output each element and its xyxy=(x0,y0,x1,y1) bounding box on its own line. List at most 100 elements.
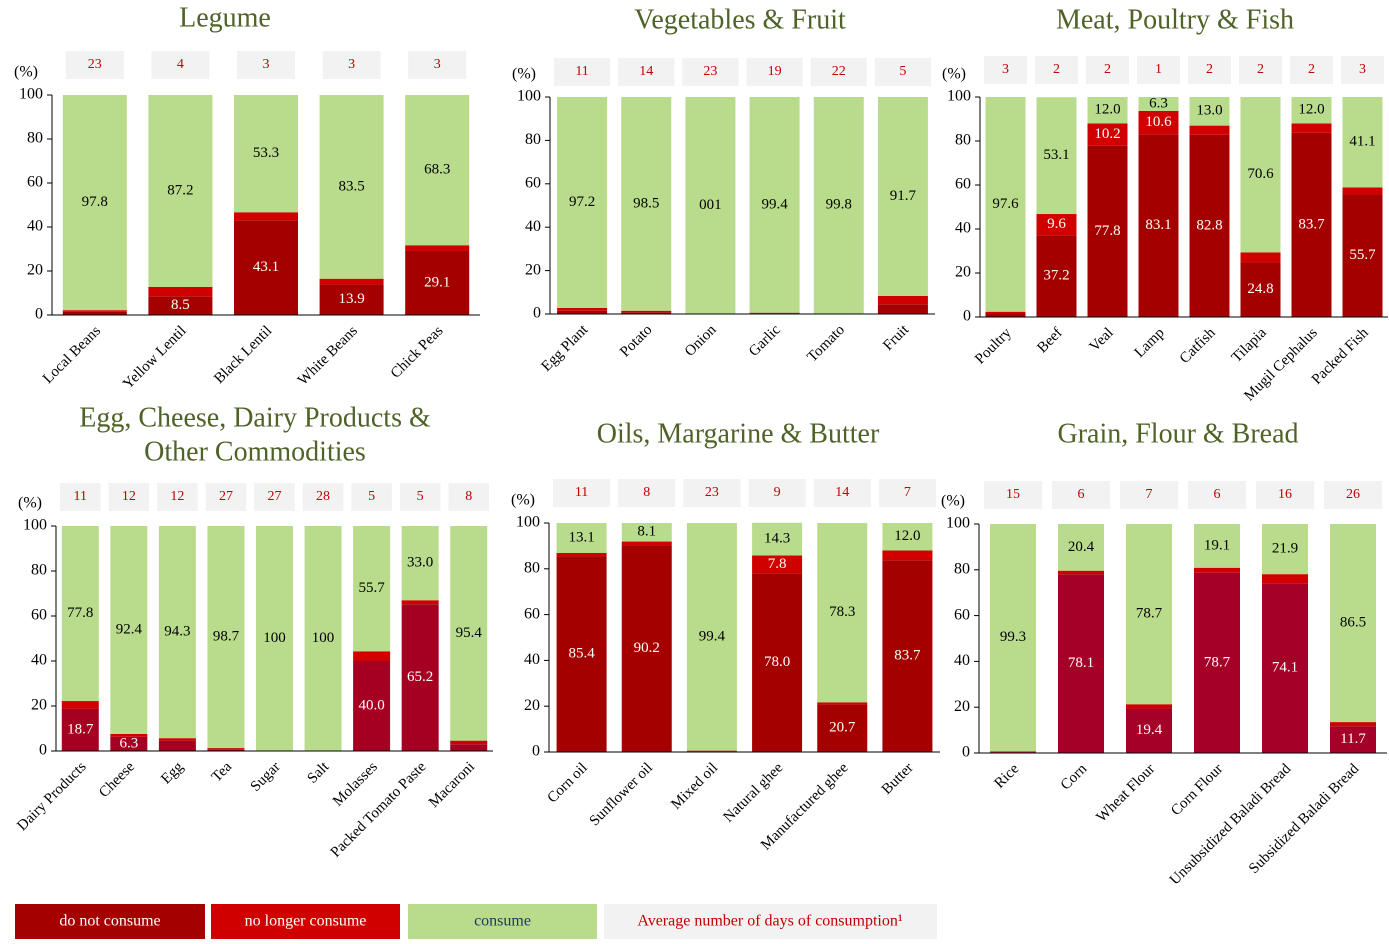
x-tick-label: Poultry xyxy=(972,325,1015,368)
y-tick-label: 20 xyxy=(954,698,970,715)
y-tick-label: 60 xyxy=(954,606,970,623)
bar-segment xyxy=(159,738,196,741)
data-label: 19.1 xyxy=(1204,537,1230,553)
data-label: 43.1 xyxy=(253,259,279,275)
y-tick-label: 0 xyxy=(963,308,971,325)
y-tick-label: 80 xyxy=(954,560,970,577)
x-tick-label: Tomato xyxy=(804,322,848,366)
x-tick-label: Beef xyxy=(1034,325,1065,356)
data-label: 65.2 xyxy=(407,669,433,685)
days-value: 19 xyxy=(768,64,782,79)
data-label: 37.2 xyxy=(1043,268,1069,284)
data-label: 55.7 xyxy=(1349,247,1376,263)
data-label: 41.1 xyxy=(1349,134,1375,150)
data-label: 99.4 xyxy=(699,628,726,644)
bar-segment xyxy=(986,312,1026,314)
days-value: 11 xyxy=(575,64,588,79)
data-label: 82.8 xyxy=(1196,217,1222,233)
data-label: 83.7 xyxy=(1298,216,1325,232)
x-tick-label: Garlic xyxy=(746,322,784,360)
data-label: 9.6 xyxy=(1047,216,1066,232)
data-label: 53.1 xyxy=(1043,147,1069,163)
legend-label: do not consume xyxy=(59,913,160,930)
x-tick-label: Local Beans xyxy=(40,323,104,387)
data-label: 78.7 xyxy=(1136,606,1163,622)
data-label: 97.6 xyxy=(992,196,1019,212)
bar-segment xyxy=(1126,704,1172,708)
bar-segment xyxy=(990,751,1036,752)
days-value: 7 xyxy=(904,485,911,500)
data-label: 19.4 xyxy=(1136,722,1163,738)
y-tick-label: 100 xyxy=(19,86,43,103)
x-tick-label: Packed Tomato Paste xyxy=(328,759,430,861)
x-tick-label: Wheat Flour xyxy=(1094,761,1159,826)
data-label: 12.0 xyxy=(894,528,920,544)
x-tick-label: Catfish xyxy=(1177,325,1219,367)
data-label: 11.7 xyxy=(1340,731,1366,747)
x-tick-label: Unsubsidized Baladi Bread xyxy=(1167,761,1295,889)
bar-segment xyxy=(450,741,487,745)
bar-segment xyxy=(405,245,469,251)
data-label: 13.1 xyxy=(568,529,594,545)
y-tick-label: 100 xyxy=(23,517,47,534)
chart-title: Grain, Flour & Bread xyxy=(1057,418,1298,449)
data-label: 10.2 xyxy=(1094,126,1120,142)
data-label: 99.4 xyxy=(761,196,788,212)
x-tick-label: Fruit xyxy=(880,321,913,354)
data-label: 98.7 xyxy=(213,628,240,644)
data-label: 20.4 xyxy=(1068,539,1095,555)
x-tick-label: Corn xyxy=(1058,761,1091,794)
x-tick-label: Tea xyxy=(209,759,236,786)
days-value: 28 xyxy=(316,489,330,504)
y-tick-label: 40 xyxy=(525,218,541,235)
y-tick-label: 0 xyxy=(532,743,540,760)
bar-segment xyxy=(402,600,439,604)
y-tick-label: 0 xyxy=(39,742,47,759)
days-value: 11 xyxy=(74,489,87,504)
bar-segment xyxy=(687,751,737,752)
bar-segment xyxy=(557,308,607,311)
data-label: 95.4 xyxy=(456,625,483,641)
x-tick-label: Onion xyxy=(682,322,720,360)
days-value: 15 xyxy=(1006,487,1020,502)
chart-title: Vegetables & Fruit xyxy=(634,4,846,35)
data-label: 001 xyxy=(699,197,722,213)
bar-segment xyxy=(557,553,607,556)
days-value: 2 xyxy=(1257,62,1264,77)
bar-segment xyxy=(207,748,244,749)
data-label: 12.0 xyxy=(1298,102,1324,118)
bar-segment xyxy=(622,542,672,546)
y-tick-label: 80 xyxy=(31,562,47,579)
days-value: 22 xyxy=(832,64,846,79)
legend-label: no longer consume xyxy=(245,913,367,930)
bar-segment xyxy=(110,734,147,737)
x-tick-label: White Beans xyxy=(295,323,361,389)
data-label: 100 xyxy=(312,630,335,646)
y-tick-label: 40 xyxy=(31,652,47,669)
data-label: 55.7 xyxy=(358,580,385,596)
data-label: 98.5 xyxy=(633,195,659,211)
y-tick-label: 40 xyxy=(955,220,971,237)
chart-title: Meat, Poultry & Fish xyxy=(1056,4,1294,35)
days-value: 16 xyxy=(1278,487,1292,502)
days-value: 23 xyxy=(703,64,717,79)
data-label: 21.9 xyxy=(1272,541,1298,557)
x-tick-label: Sugar xyxy=(248,759,284,795)
x-tick-label: Chick Peas xyxy=(388,323,447,382)
days-value: 27 xyxy=(268,489,282,504)
bar-segment xyxy=(353,651,390,661)
data-label: 14.3 xyxy=(764,531,790,547)
data-label: 20.7 xyxy=(829,720,856,736)
y-tick-label: 20 xyxy=(27,262,43,279)
days-value: 3 xyxy=(1359,62,1366,77)
y-tick-label: 60 xyxy=(27,174,43,191)
y-tick-label: 20 xyxy=(524,697,540,714)
data-label: 83.7 xyxy=(894,648,921,664)
legend-label: consume xyxy=(474,913,531,930)
bar-segment xyxy=(1343,187,1383,194)
data-label: 13.9 xyxy=(338,291,364,307)
y-tick-label: 0 xyxy=(962,744,970,761)
x-tick-label: Butter xyxy=(879,760,917,798)
days-value: 23 xyxy=(88,57,102,72)
